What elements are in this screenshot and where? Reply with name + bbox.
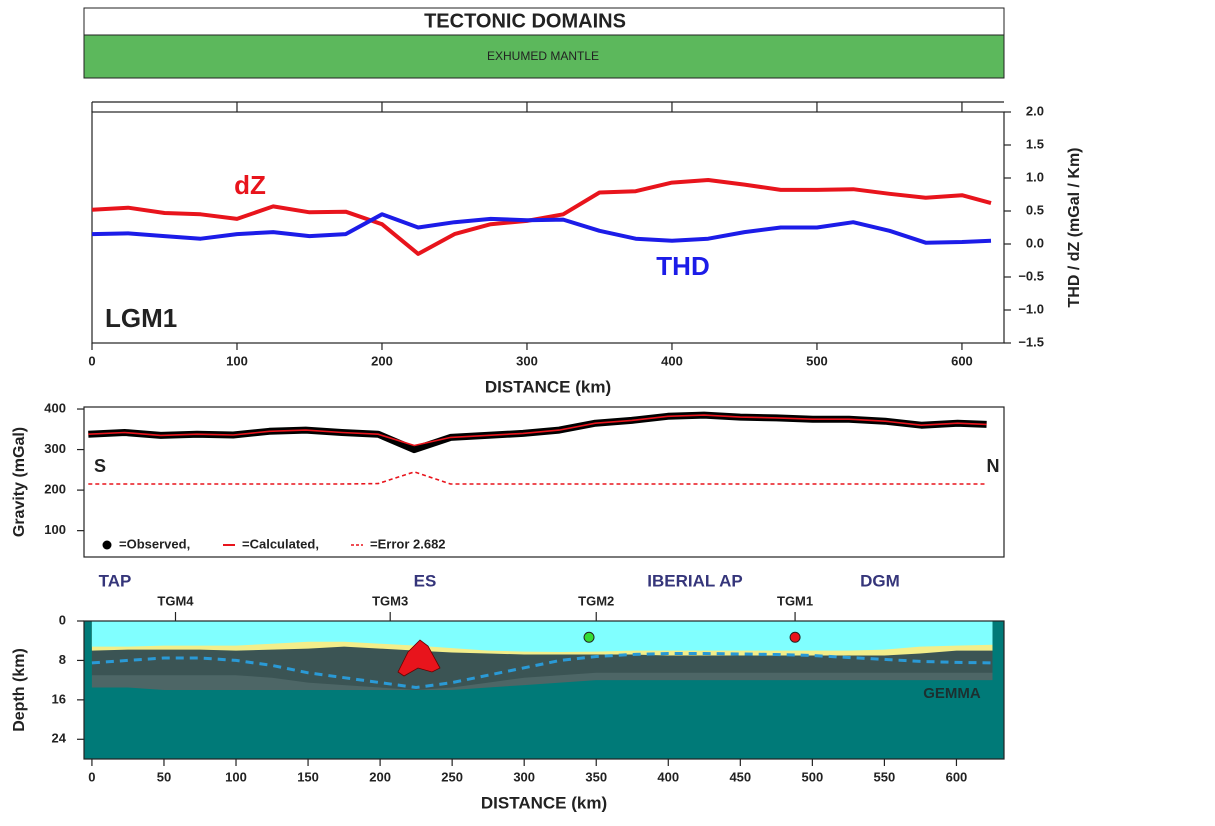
x-axis-title: DISTANCE (km) [485, 377, 611, 396]
y-tick-label: 1.5 [1026, 136, 1044, 151]
x-tick-label: 400 [661, 353, 683, 368]
derivative-chart: 0 100 200 300 400 500 600 −1.5 −1.0 −0.5 0.0 0.5 1.0… [88, 101, 1083, 396]
x-tick-label: 200 [371, 353, 393, 368]
y-tick-label: 16 [52, 691, 66, 706]
x-tick-label: 150 [297, 769, 319, 784]
plot-frame [91, 111, 1005, 344]
well-label: TGM2 [578, 593, 614, 608]
y-axis-title: Depth (km) [11, 648, 28, 732]
moho-line [91, 652, 993, 690]
y-tick-label: −0.5 [1018, 268, 1044, 283]
x-tick-label: 300 [516, 353, 538, 368]
plot-frame [83, 406, 1005, 558]
section-chart: TGM4 TGM3 TGM2 TGM1 TAP ES IBERIAL AP DGM GEMMA 0… [11, 571, 1005, 812]
x-tick-label: 100 [225, 769, 247, 784]
domain-name: ES [414, 571, 437, 590]
layer [91, 621, 993, 652]
x-tick-label: 350 [585, 769, 607, 784]
y-tick-label: 400 [44, 400, 66, 415]
side-label: S [94, 456, 106, 476]
y-tick-label: 24 [52, 731, 67, 746]
legend-label: =Error 2.682 [370, 536, 446, 551]
x-tick-label: 550 [874, 769, 896, 784]
domain-name: DGM [860, 571, 900, 590]
well-label: TGM4 [157, 593, 194, 608]
well-label: TGM3 [372, 593, 408, 608]
basement-label: GEMMA [923, 685, 981, 702]
red-body [397, 639, 441, 677]
x-tick-label: 500 [806, 353, 828, 368]
y-tick-label: 100 [44, 522, 66, 537]
y-tick-label: 0 [59, 612, 66, 627]
x-tick-label: 0 [88, 353, 95, 368]
y-axis-title: THD / dZ (mGal / Km) [1066, 148, 1083, 308]
x-tick-label: 200 [369, 769, 391, 784]
series-label: dZ [234, 170, 266, 200]
x-tick-label: 0 [88, 769, 95, 784]
x-tick-label: 400 [657, 769, 679, 784]
header-title: TECTONIC DOMAINS [424, 10, 626, 32]
x-tick-label: 250 [441, 769, 463, 784]
domain-name: TAP [99, 571, 132, 590]
x-axis-title: DISTANCE (km) [481, 793, 607, 812]
series-line [88, 414, 987, 447]
y-tick-label: −1.0 [1018, 301, 1044, 316]
series-line [91, 178, 992, 256]
x-tick-label: 500 [802, 769, 824, 784]
y-tick-label: 8 [59, 652, 66, 667]
domain-label: EXHUMED MANTLE [487, 49, 599, 63]
gravity-chart: 100 200 300 400 Gravity (mGal) S N =Observed, =C… [11, 400, 1005, 558]
y-tick-label: 0.0 [1026, 235, 1044, 250]
x-tick-label: 300 [513, 769, 535, 784]
x-tick-label: 600 [951, 353, 973, 368]
well-marker [789, 631, 801, 643]
y-tick-label: 200 [44, 482, 66, 497]
x-tick-label: 100 [226, 353, 248, 368]
panel-label: LGM1 [105, 303, 177, 333]
series-label: THD [656, 251, 709, 281]
series-line [91, 212, 992, 245]
y-tick-label: 300 [44, 441, 66, 456]
y-tick-label: 1.0 [1026, 169, 1044, 184]
domain-name: IBERIAL AP [647, 571, 742, 590]
y-tick-label: 2.0 [1026, 103, 1044, 118]
series-line [88, 471, 987, 485]
side-label: N [987, 456, 1000, 476]
y-tick-label: 0.5 [1026, 202, 1044, 217]
header-box [83, 7, 1005, 36]
domain-band [83, 34, 1005, 79]
y-axis-title: Gravity (mGal) [11, 427, 28, 537]
x-tick-label: 600 [946, 769, 968, 784]
legend-label: =Calculated, [242, 536, 319, 551]
x-tick-label: 50 [157, 769, 171, 784]
plot-frame [83, 620, 1005, 760]
legend-label: =Observed, [119, 536, 190, 551]
well-label: TGM1 [777, 593, 813, 608]
x-tick-label: 450 [729, 769, 751, 784]
legend-symbol [102, 540, 112, 550]
well-marker [583, 631, 595, 643]
y-tick-label: −1.5 [1018, 334, 1044, 349]
